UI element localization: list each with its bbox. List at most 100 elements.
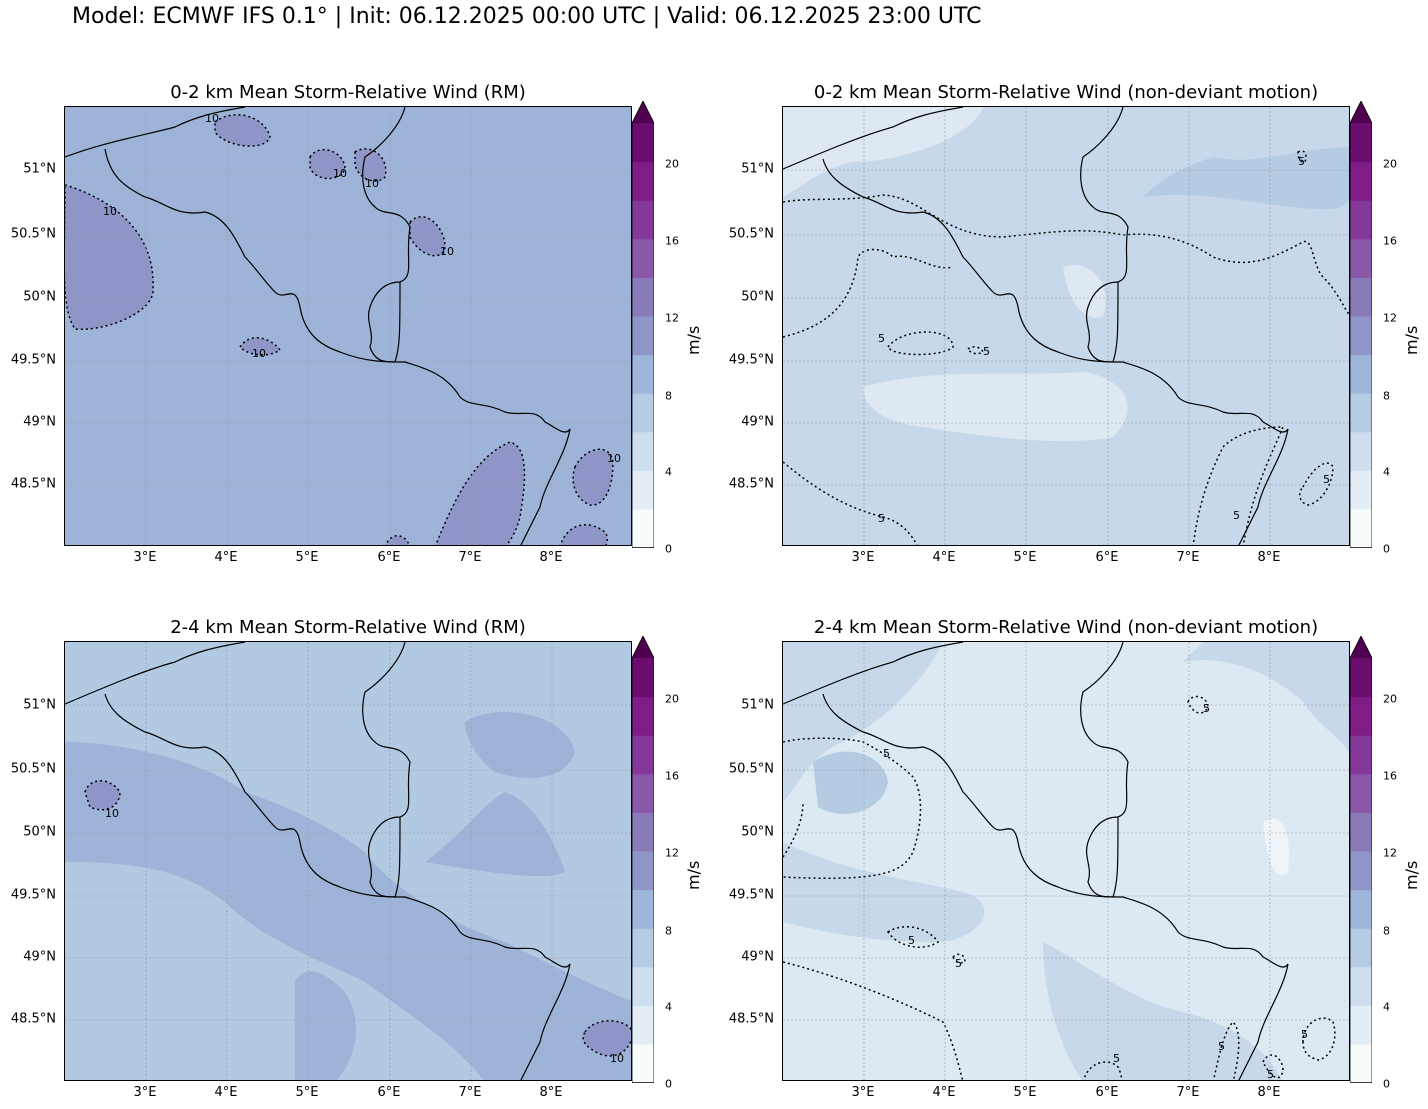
colorbar (1350, 101, 1372, 549)
contour-lines (783, 695, 1336, 1080)
lat-tick-label: 49.5°N (10, 887, 56, 903)
wind-field-region (783, 107, 983, 197)
colorbar-band (1350, 316, 1372, 356)
lat-tick-label: 50°N (741, 289, 774, 305)
wind-field-region (783, 642, 943, 802)
lat-tick-label: 49°N (741, 414, 774, 430)
contour-label: 5 (1301, 1028, 1308, 1041)
contour-region (214, 114, 271, 147)
lon-tick-label: 4°E (214, 1085, 238, 1100)
colorbar-tick-label: 8 (1383, 389, 1390, 403)
colorbar-band (1350, 851, 1372, 891)
map-panel-2-4km-nondeviant: 5 5 5 5 5 5 5 5 (782, 641, 1350, 1081)
lon-tick-label: 4°E (932, 1085, 956, 1100)
colorbar-tick-label: 16 (665, 234, 679, 248)
colorbar-band (632, 966, 654, 1006)
contour-region (309, 148, 346, 180)
contour-region (572, 448, 614, 506)
colorbar-tick-label: 4 (1383, 1000, 1390, 1014)
colorbar-unit-label: m/s (684, 860, 703, 890)
wind-field-region (65, 742, 631, 1080)
colorbar-band (632, 509, 654, 549)
colorbar-band (1350, 658, 1372, 698)
contour-label: 10 (440, 245, 454, 258)
country-borders (65, 107, 571, 545)
panel-title: 2-4 km Mean Storm-Relative Wind (RM) (170, 617, 526, 638)
colorbar-band (1350, 1005, 1372, 1045)
colorbar-band (632, 735, 654, 775)
contour-label: 10 (205, 112, 219, 125)
contour-label: 5 (983, 345, 990, 358)
lat-tick-label: 50.5°N (728, 226, 774, 242)
map-canvas: 10 10 10 10 10 10 10 (65, 107, 631, 545)
lon-tick-label: 3°E (133, 1085, 157, 1100)
contour-label: 5 (1113, 1052, 1120, 1065)
wind-field-region (1063, 265, 1106, 318)
colorbar-band (632, 658, 654, 698)
contour-label: 10 (252, 347, 266, 360)
contour-labels: 5 5 5 5 5 5 5 5 (883, 702, 1308, 1081)
map-canvas: 5 5 5 5 5 5 (783, 107, 1349, 545)
colorbar-band (1350, 200, 1372, 240)
contour-labels: 5 5 5 5 5 5 (878, 155, 1330, 525)
contour-label: 5 (1267, 1068, 1274, 1081)
colorbar (1350, 636, 1372, 1084)
colorbar-outline (1350, 636, 1372, 1084)
colorbar-band (1350, 889, 1372, 929)
colorbar-band (632, 773, 654, 813)
contour-label: 5 (1233, 509, 1240, 522)
wind-field-region (783, 842, 985, 942)
wind-field-base (65, 107, 631, 545)
colorbar-tick-label: 20 (665, 157, 679, 171)
lat-tick-label: 50°N (741, 824, 774, 840)
contour-label: 5 (883, 747, 890, 760)
colorbar-tick-label: 4 (665, 1000, 672, 1014)
colorbar-band (1350, 431, 1372, 471)
lon-tick-label: 7°E (458, 550, 482, 565)
wind-field-region (1263, 818, 1289, 876)
lon-tick-label: 7°E (1176, 1085, 1200, 1100)
colorbar-band (1350, 277, 1372, 317)
colorbar-outline (1350, 101, 1372, 549)
lat-tick-label: 48.5°N (728, 1011, 774, 1027)
contour-region (65, 184, 154, 331)
contour-label: 10 (103, 205, 117, 218)
contour-lines (783, 150, 1349, 545)
colorbar-unit-label: m/s (684, 325, 703, 355)
colorbar-outline (632, 101, 654, 549)
colorbar-band (632, 316, 654, 356)
lon-tick-label: 6°E (377, 1085, 401, 1100)
colorbar-band (1350, 470, 1372, 510)
colorbar-tick-label: 0 (1383, 542, 1390, 556)
colorbar-band (632, 1005, 654, 1045)
figure-title: Model: ECMWF IFS 0.1° | Init: 06.12.2025… (72, 4, 982, 29)
country-borders (783, 107, 1289, 545)
colorbar-tick-label: 12 (1383, 846, 1397, 860)
colorbar-unit-label: m/s (1402, 325, 1421, 355)
lat-tick-label: 50°N (23, 824, 56, 840)
panel-title: 0-2 km Mean Storm-Relative Wind (RM) (170, 82, 526, 103)
contour-region (582, 1020, 631, 1057)
colorbar-band (1350, 509, 1372, 549)
lon-tick-label: 7°E (1176, 550, 1200, 565)
colorbar-band (1350, 161, 1372, 201)
map-canvas: 5 5 5 5 5 5 5 5 (783, 642, 1349, 1081)
colorbar-band (1350, 773, 1372, 813)
lon-tick-label: 4°E (214, 550, 238, 565)
colorbar-tick-label: 16 (1383, 769, 1397, 783)
lat-tick-label: 49°N (741, 949, 774, 965)
lat-tick-label: 50.5°N (10, 761, 56, 777)
colorbar-band (632, 354, 654, 394)
colorbar-tick-label: 16 (1383, 234, 1397, 248)
colorbar-band (1350, 1044, 1372, 1084)
lat-tick-label: 50°N (23, 289, 56, 305)
colorbar-tick-label: 8 (1383, 924, 1390, 938)
contour-label: 5 (1218, 1040, 1225, 1053)
lon-tick-label: 8°E (539, 1085, 563, 1100)
contour-labels: 10 10 10 10 10 10 10 (103, 112, 621, 465)
colorbar-unit-label: m/s (1402, 860, 1421, 890)
lat-tick-label: 51°N (23, 161, 56, 177)
country-borders (65, 642, 571, 1080)
colorbar-band (632, 696, 654, 736)
country-borders (783, 642, 1289, 1080)
